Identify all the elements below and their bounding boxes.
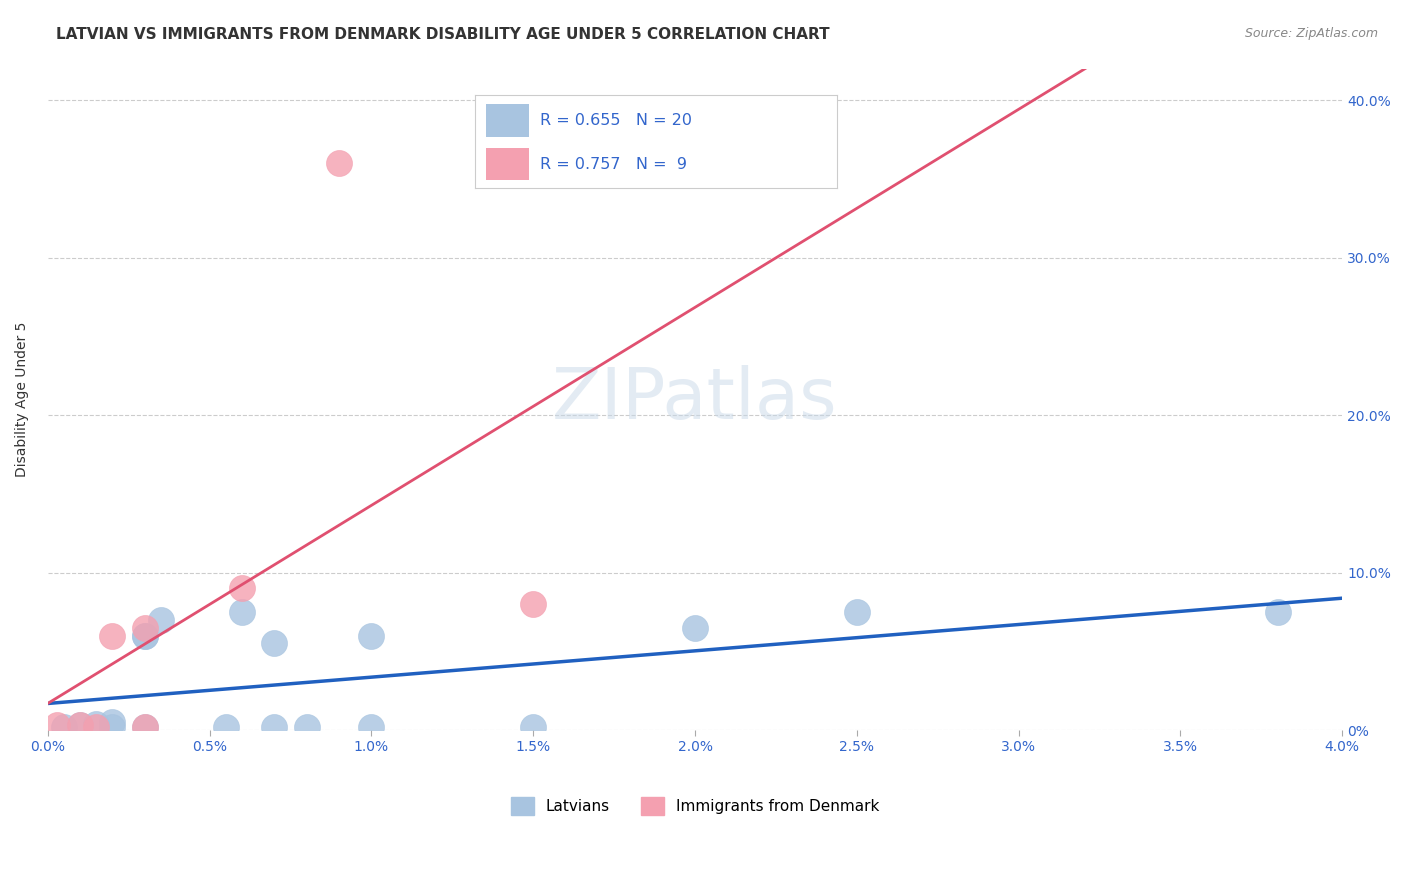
Point xyxy=(845,605,868,619)
Text: Source: ZipAtlas.com: Source: ZipAtlas.com xyxy=(1244,27,1378,40)
Point xyxy=(101,628,124,642)
Point xyxy=(683,621,706,635)
Point xyxy=(1267,605,1289,619)
Y-axis label: Disability Age Under 5: Disability Age Under 5 xyxy=(15,322,30,477)
Point xyxy=(328,156,350,170)
Point xyxy=(295,720,318,734)
Point xyxy=(46,718,69,732)
Point xyxy=(101,715,124,730)
Point xyxy=(150,613,173,627)
Point xyxy=(69,718,91,732)
Point xyxy=(84,716,107,731)
Point xyxy=(134,720,156,734)
Point xyxy=(134,628,156,642)
Point xyxy=(263,636,285,650)
Point xyxy=(134,621,156,635)
Point xyxy=(134,720,156,734)
Point xyxy=(263,720,285,734)
Point xyxy=(215,720,238,734)
Point xyxy=(522,720,544,734)
Point xyxy=(522,597,544,611)
Legend: Latvians, Immigrants from Denmark: Latvians, Immigrants from Denmark xyxy=(505,790,886,822)
Point xyxy=(360,720,382,734)
Point xyxy=(231,582,253,596)
Point xyxy=(52,720,75,734)
Point xyxy=(101,720,124,734)
Point xyxy=(69,718,91,732)
Point xyxy=(231,605,253,619)
Point xyxy=(360,628,382,642)
Text: LATVIAN VS IMMIGRANTS FROM DENMARK DISABILITY AGE UNDER 5 CORRELATION CHART: LATVIAN VS IMMIGRANTS FROM DENMARK DISAB… xyxy=(56,27,830,42)
Point xyxy=(84,720,107,734)
Point xyxy=(134,628,156,642)
Text: ZIPatlas: ZIPatlas xyxy=(553,365,838,434)
